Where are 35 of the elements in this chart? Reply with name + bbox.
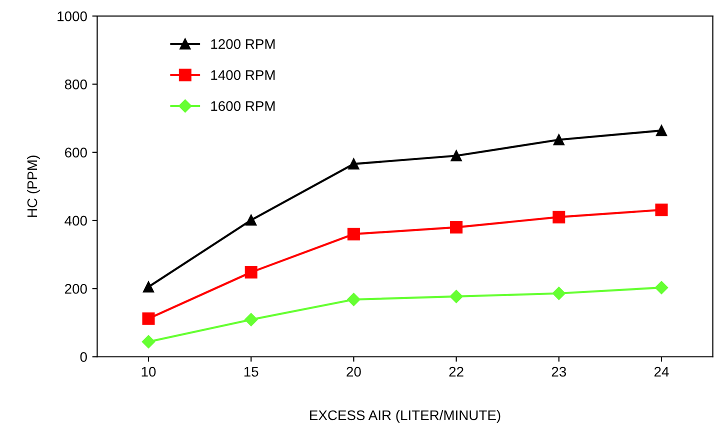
y-tick-label: 0	[80, 352, 87, 362]
legend-label: 1200 RPM	[211, 39, 275, 49]
point	[142, 312, 155, 325]
point	[142, 335, 156, 348]
y-tick-label: 600	[65, 148, 87, 158]
x-tick-label: 20	[346, 366, 361, 377]
point	[246, 214, 257, 226]
point	[552, 210, 566, 224]
point	[142, 281, 154, 292]
point	[450, 290, 463, 304]
point	[244, 313, 258, 326]
x-tick-label: 10	[142, 366, 156, 377]
point	[450, 150, 462, 162]
y-axis-title: HC (PPM)	[26, 156, 40, 217]
point	[244, 266, 258, 279]
point	[654, 281, 668, 294]
point	[553, 134, 564, 146]
point	[348, 158, 360, 170]
point	[656, 124, 668, 136]
point	[552, 286, 566, 300]
point	[655, 204, 668, 216]
y-tick-label: 400	[64, 216, 87, 226]
y-tick-label: 1000	[58, 11, 87, 22]
legend-label: 1400 RPM	[211, 70, 275, 80]
y-tick-label: 200	[65, 284, 87, 294]
x-tick-label: 23	[552, 366, 566, 377]
legend-label: 1600 RPM	[211, 101, 275, 111]
y-tick-label: 800	[64, 80, 87, 90]
x-axis-title: EXCESS AIR (LITER/MINUTE)	[310, 410, 500, 423]
x-tick-label: 22	[449, 366, 464, 377]
x-tick-label: 24	[654, 366, 669, 377]
point	[347, 228, 360, 240]
x-tick-label: 15	[244, 366, 258, 377]
point	[347, 292, 360, 306]
point	[450, 221, 463, 234]
